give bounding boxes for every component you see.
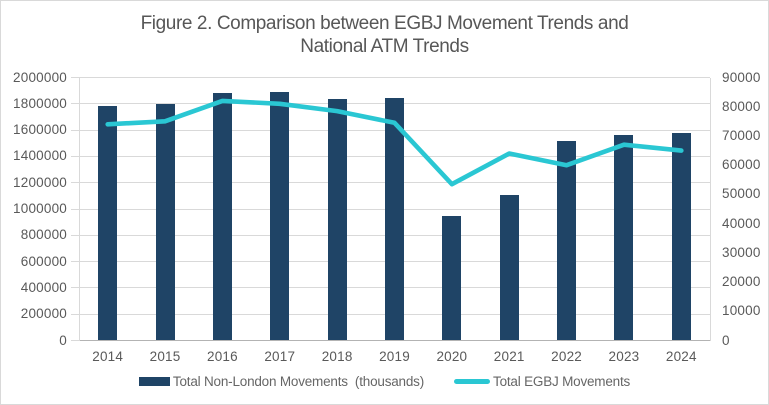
y-axis-right-label-90000: 90000 bbox=[722, 69, 761, 85]
gridline bbox=[79, 77, 710, 78]
legend-line-swatch bbox=[454, 379, 491, 384]
x-axis-label-2021: 2021 bbox=[493, 349, 525, 364]
x-axis-label-2018: 2018 bbox=[321, 349, 353, 364]
y-axis-left-tick bbox=[71, 182, 79, 184]
x-axis-label-2017: 2017 bbox=[264, 349, 296, 364]
bar-2017 bbox=[270, 91, 290, 341]
x-axis-label-2022: 2022 bbox=[551, 349, 582, 364]
bar-2020 bbox=[442, 216, 462, 341]
legend-bar-swatch bbox=[138, 377, 170, 386]
bar-2024 bbox=[671, 133, 691, 341]
y-axis-left-tick bbox=[71, 340, 79, 341]
plot-right-border bbox=[709, 77, 711, 341]
y-axis-right-label-70000: 70000 bbox=[722, 127, 761, 143]
x-axis-label-2024: 2024 bbox=[665, 349, 697, 364]
plot-left-border bbox=[78, 77, 80, 341]
y-axis-right-label-40000: 40000 bbox=[722, 215, 761, 231]
y-axis-left-label-1400000: 1400000 bbox=[13, 148, 67, 164]
bar-2015 bbox=[155, 103, 175, 341]
y-axis-left-tick bbox=[71, 234, 79, 236]
legend: Total Non-London Movements (thousands) T… bbox=[1, 374, 768, 389]
y-axis-right-label-20000: 20000 bbox=[722, 274, 761, 290]
y-axis-right-label-30000: 30000 bbox=[722, 244, 761, 260]
y-axis-right-label-80000: 80000 bbox=[722, 98, 761, 114]
legend-bar-label: Total Non-London Movements (thousands) bbox=[172, 374, 425, 389]
x-axis-label-2020: 2020 bbox=[436, 349, 468, 364]
y-axis-right-label-50000: 50000 bbox=[722, 186, 761, 202]
y-axis-right-label-10000: 10000 bbox=[722, 303, 761, 319]
y-axis-left-label-800000: 800000 bbox=[20, 227, 67, 243]
legend-line-label: Total EGBJ Movements bbox=[493, 374, 631, 389]
y-axis-left-tick bbox=[71, 261, 79, 263]
y-axis-right-label-60000: 60000 bbox=[722, 157, 761, 173]
x-axis-label-2015: 2015 bbox=[149, 349, 181, 364]
x-axis-label-2014: 2014 bbox=[92, 349, 124, 364]
chart-title-line1: Figure 2. Comparison between EGBJ Moveme… bbox=[140, 13, 629, 34]
bar-2016 bbox=[212, 93, 232, 341]
chart-title-line2: National ATM Trends bbox=[300, 36, 469, 57]
bar-2018 bbox=[327, 99, 347, 341]
y-axis-left-label-400000: 400000 bbox=[20, 279, 67, 295]
y-axis-left-label-600000: 600000 bbox=[20, 253, 67, 269]
y-axis-left-tick bbox=[71, 287, 79, 289]
x-axis-label-2016: 2016 bbox=[206, 349, 238, 364]
legend-item-line: Total EGBJ Movements bbox=[454, 374, 630, 389]
y-axis-right-label-0: 0 bbox=[722, 332, 730, 348]
y-axis-left-label-1200000: 1200000 bbox=[13, 174, 67, 190]
x-axis-label-2023: 2023 bbox=[608, 349, 640, 364]
y-axis-left-tick bbox=[71, 155, 79, 157]
bar-2022 bbox=[557, 140, 577, 341]
bar-2021 bbox=[499, 194, 519, 341]
y-axis-left-tick bbox=[71, 103, 79, 105]
y-axis-left-label-0: 0 bbox=[59, 332, 67, 348]
chart-title: Figure 2. Comparison between EGBJ Moveme… bbox=[1, 12, 768, 58]
y-axis-left-label-200000: 200000 bbox=[20, 306, 67, 322]
y-axis-left-label-1600000: 1600000 bbox=[13, 122, 67, 138]
y-axis-left-tick bbox=[71, 77, 79, 78]
bar-2019 bbox=[385, 97, 404, 341]
x-axis-line bbox=[79, 340, 710, 341]
y-axis-left-label-1800000: 1800000 bbox=[13, 95, 67, 111]
bar-2014 bbox=[98, 106, 118, 341]
bar-2023 bbox=[614, 135, 634, 341]
y-axis-left-label-1000000: 1000000 bbox=[13, 201, 67, 216]
legend-item-bar: Total Non-London Movements (thousands) bbox=[138, 374, 425, 389]
y-axis-left-tick bbox=[71, 129, 79, 131]
y-axis-left-tick bbox=[71, 208, 79, 210]
x-axis-label-2019: 2019 bbox=[379, 349, 410, 364]
y-axis-left-tick bbox=[71, 313, 79, 315]
y-axis-left-label-2000000: 2000000 bbox=[13, 69, 67, 85]
